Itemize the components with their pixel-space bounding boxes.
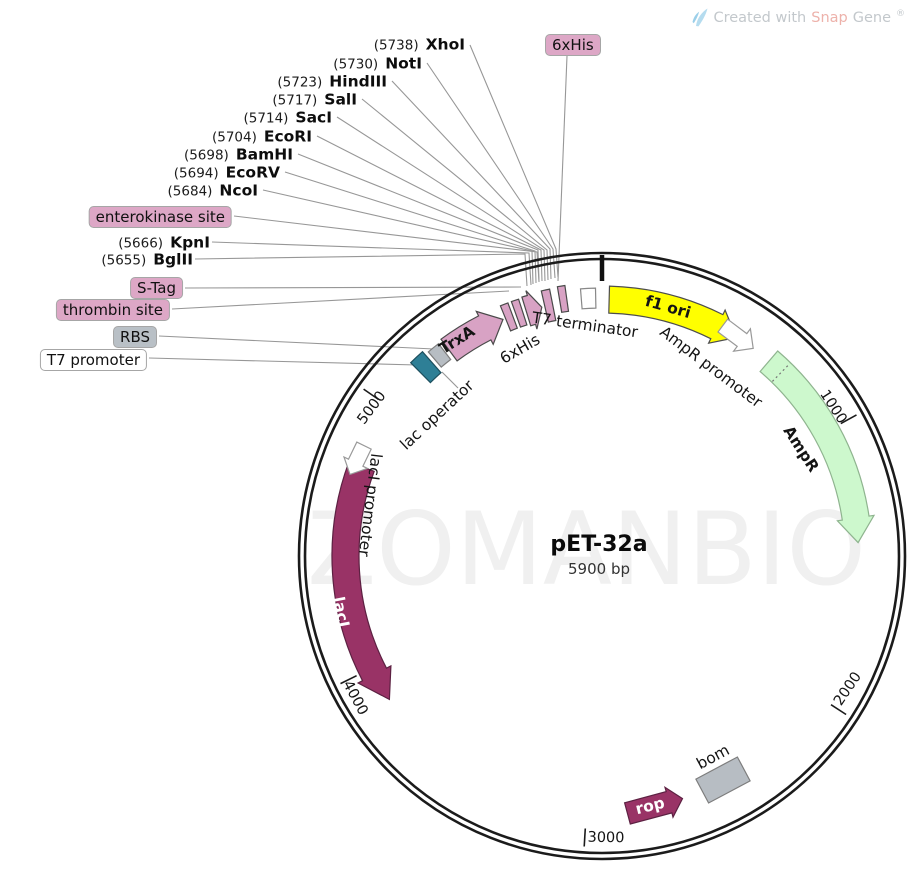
backbone-outer-ring bbox=[297, 251, 907, 861]
leader-line-hindiii bbox=[391, 80, 552, 280]
feature-ampr-promoter-arrow bbox=[717, 318, 754, 352]
tick-2000 bbox=[830, 704, 847, 716]
credit-brand-snap: Snap bbox=[811, 9, 848, 26]
credit-prefix: Created with bbox=[713, 9, 807, 26]
feature-mcs-block-d bbox=[540, 288, 557, 323]
plasmid-size: 5900 bp bbox=[568, 560, 630, 578]
leader-line-6xhis-top bbox=[557, 55, 568, 282]
feature-mcs-block-a bbox=[499, 302, 519, 332]
feature-mcs-block-b bbox=[510, 298, 528, 328]
tick-3000 bbox=[583, 828, 587, 847]
feature-trxa-arrow bbox=[440, 310, 504, 362]
feature-f1-ori-arrow bbox=[608, 285, 738, 345]
leader-line-thrombin bbox=[171, 290, 510, 310]
tick-1000 bbox=[840, 414, 857, 425]
leader-line-rbs bbox=[158, 335, 435, 350]
leader-line-bglii bbox=[194, 253, 528, 287]
credit-registered-mark: ® bbox=[896, 8, 905, 19]
feature-mcs-block-e bbox=[556, 284, 570, 313]
leader-line-saci bbox=[336, 116, 546, 282]
leader-line-enterokinase bbox=[233, 215, 540, 282]
leader-line-lac-operator bbox=[441, 371, 459, 389]
feature-ampr-divider bbox=[771, 363, 791, 382]
leader-line-kpni bbox=[211, 241, 532, 286]
feature-t7-promoter-block bbox=[409, 350, 442, 384]
leader-line-s-tag bbox=[184, 286, 522, 289]
watermark: ZOMANBIO bbox=[307, 490, 867, 608]
leader-line-noti bbox=[426, 62, 556, 279]
feature-rop-arrow bbox=[623, 785, 684, 825]
tick-5000 bbox=[363, 388, 379, 401]
feature-rbs-block bbox=[427, 342, 452, 368]
feature-laci-arrow bbox=[331, 461, 392, 701]
leader-line-ecori bbox=[316, 135, 543, 282]
feature-mcs-arrow-c bbox=[521, 290, 543, 330]
leader-line-xhoi bbox=[469, 44, 559, 278]
feature-bom-block bbox=[695, 756, 751, 804]
feature-ampr-arrow bbox=[759, 350, 876, 544]
leader-line-sali bbox=[361, 98, 549, 281]
tick-4000 bbox=[340, 674, 357, 685]
feature-laci-promoter-arrow bbox=[342, 441, 373, 476]
leader-line-ecorv bbox=[284, 171, 537, 284]
credit-brand-gene: Gene bbox=[852, 9, 891, 26]
leader-line-bamhi bbox=[297, 153, 540, 283]
feature-t7-terminator-block bbox=[579, 287, 597, 310]
plasmid-name: pET-32a bbox=[550, 532, 648, 557]
snapgene-logo-icon bbox=[692, 8, 708, 27]
leader-line-t7-promoter bbox=[148, 357, 418, 366]
snapgene-credit: Created with Snap Gene ® bbox=[692, 8, 905, 27]
